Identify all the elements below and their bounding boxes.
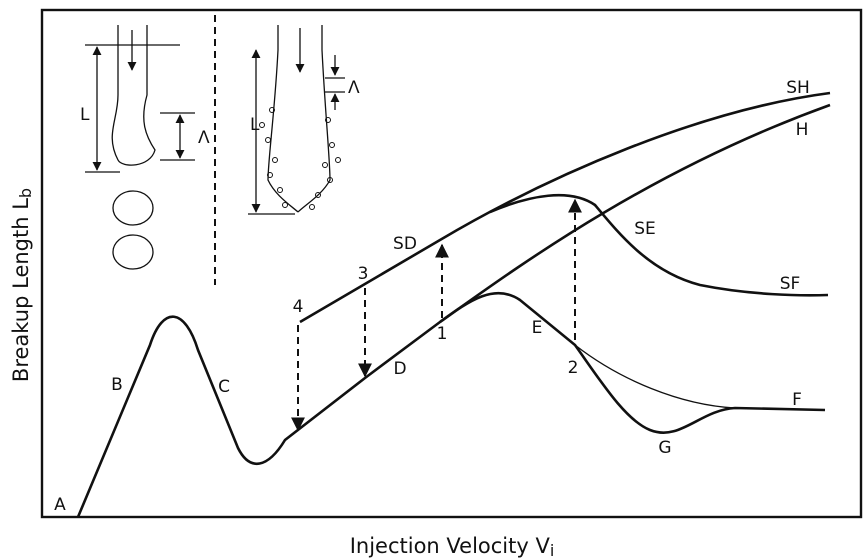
inset-label: L: [80, 105, 90, 125]
curve-label: B: [111, 375, 123, 395]
x-axis-label: Injection Velocity Vi: [350, 534, 555, 560]
curve-label: SD: [393, 234, 417, 254]
curve-label: 4: [293, 297, 304, 317]
curve-se: [489, 194, 829, 297]
curve-label: G: [658, 438, 671, 458]
curve-label: SE: [634, 219, 656, 239]
inset-atomization: [248, 25, 345, 215]
curve-label: C: [218, 377, 230, 397]
inset-label: L: [250, 115, 260, 135]
branch-f: [574, 344, 736, 409]
inset-label: Λ: [348, 78, 360, 98]
inset-dripping: [85, 25, 195, 270]
frame: [40, 8, 863, 519]
curve-label: H: [796, 120, 809, 140]
curve-label: SH: [786, 78, 810, 98]
curve-sd: [299, 91, 831, 324]
curve-label: D: [393, 359, 406, 379]
inset-label: Λ: [198, 128, 210, 148]
y-axis-label: Breakup Length Lb: [9, 188, 35, 382]
curve-h: [439, 103, 831, 324]
curve-label: E: [532, 318, 543, 338]
curve-label: 1: [437, 324, 448, 344]
curve-label: 3: [358, 264, 369, 284]
curve-label: 2: [568, 358, 579, 378]
curve-label: A: [54, 495, 66, 515]
main-curve: [76, 291, 826, 518]
curve-label: F: [792, 390, 802, 410]
curve-label: SF: [780, 274, 801, 294]
